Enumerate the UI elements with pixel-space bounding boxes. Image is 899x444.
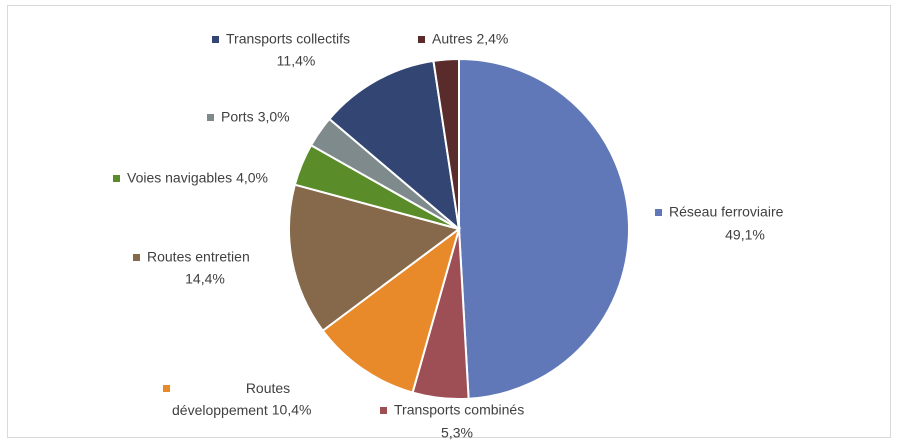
legend-marker [163, 385, 170, 392]
legend-marker [212, 36, 219, 43]
data-label-value: 3,0% [258, 109, 290, 125]
data-label-category: Ports [221, 109, 254, 125]
data-label-category: Routes entretien [147, 249, 250, 265]
data-label-category: Voies navigables [127, 170, 232, 186]
label-line: développement [172, 402, 268, 418]
legend-marker [207, 114, 214, 121]
data-label-value: 10,4% [272, 402, 312, 418]
pie-slice [288, 183, 462, 333]
pie-slice [327, 59, 461, 232]
label-line: Routes [246, 380, 290, 396]
pie-slice [458, 57, 630, 400]
data-label-category: Transports combinés [394, 402, 524, 418]
data-label-category: Routes développement [172, 380, 290, 418]
legend-marker [113, 175, 120, 182]
data-label-value: 2,4% [476, 31, 508, 47]
data-label-value: 14,4% [185, 271, 225, 287]
data-label-value: 4,0% [236, 170, 268, 186]
pie-slice [321, 226, 461, 394]
legend-marker [380, 407, 387, 414]
legend-marker [655, 209, 662, 216]
data-label-value: 5,3% [441, 425, 473, 441]
legend-marker [133, 254, 140, 261]
data-label-value: 49,1% [725, 227, 765, 243]
data-label-value: 11,4% [277, 53, 316, 69]
data-label-category: Transports collectifs [226, 31, 350, 47]
pie-slice [432, 57, 460, 230]
data-label-category: Autres [432, 31, 472, 47]
data-label-category: Réseau ferroviaire [669, 204, 784, 220]
legend-marker [418, 36, 425, 43]
